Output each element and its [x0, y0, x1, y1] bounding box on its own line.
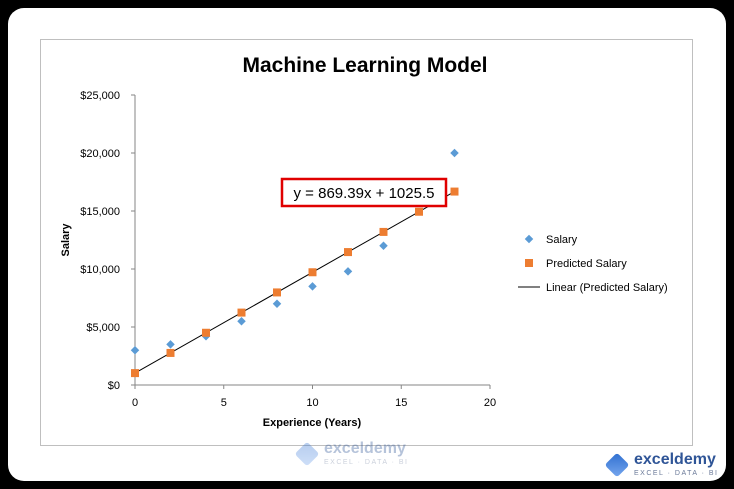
- y-tick-label: $0: [108, 380, 120, 392]
- x-axis-label: Experience (Years): [263, 417, 362, 429]
- exceldemy-logo-icon: [294, 441, 320, 466]
- legend-label-trendline: Linear (Predicted Salary): [546, 282, 668, 294]
- salary-point: [237, 316, 246, 326]
- salary-point: [272, 299, 282, 309]
- equation-text: y = 869.39x + 1025.5: [294, 185, 435, 202]
- legend-item-linear-predicted-salary: Linear (Predicted Salary): [518, 282, 668, 294]
- predicted-salary-point: [415, 207, 423, 216]
- predicted-salary-point: [308, 268, 317, 277]
- x-tick-label: 0: [132, 397, 138, 409]
- watermark-logo: exceldemy EXCEL · DATA · BI: [294, 440, 409, 466]
- exceldemy-logo-icon: [604, 452, 630, 477]
- legend-label-predicted-salary: Predicted Salary: [546, 258, 627, 270]
- predicted-salary-point: [166, 348, 175, 357]
- salary-point: [308, 282, 317, 291]
- salary-point: [130, 345, 140, 355]
- y-tick-label: $20,000: [80, 148, 120, 160]
- salary-point: [450, 148, 459, 158]
- watermark-tagline: EXCEL · DATA · BI: [324, 459, 409, 466]
- legend-item-salary: Salary: [524, 234, 578, 246]
- equation-box: [280, 177, 448, 208]
- salary-point: [166, 340, 175, 349]
- predicted-salary-point: [202, 328, 210, 337]
- legend-marker-predicted-salary: [525, 259, 533, 267]
- y-tick-label: $25,000: [80, 90, 120, 102]
- predicted-salary-point: [237, 308, 246, 317]
- x-tick-label: 15: [395, 397, 407, 409]
- chart-title: Machine Learning Model: [242, 54, 487, 77]
- salary-point: [379, 241, 388, 251]
- predicted-salary-point: [131, 369, 139, 378]
- trendline-linear-predicted-salary: [134, 191, 455, 374]
- x-tick-label: 10: [306, 397, 318, 409]
- predicted-salary-point: [379, 227, 388, 236]
- corner-logo: exceldemy EXCEL · DATA · BI: [604, 451, 719, 477]
- y-tick-label: $10,000: [80, 264, 120, 276]
- legend: Salary Predicted Salary Linear (Predicte…: [518, 234, 668, 294]
- predicted-salary-point: [273, 288, 281, 297]
- y-axis-label: Salary: [60, 223, 72, 257]
- y-tick-label: $5,000: [86, 322, 120, 334]
- watermark-name: exceldemy: [324, 440, 406, 457]
- chart-area: [40, 39, 693, 446]
- legend-marker-salary: [524, 234, 534, 244]
- equation-annotation: y = 869.39x + 1025.5: [280, 177, 448, 208]
- predicted-salary-point: [450, 187, 459, 196]
- x-tick-label: 20: [484, 397, 496, 409]
- x-tick-label: 5: [221, 397, 227, 409]
- y-tick-label: $15,000: [80, 206, 120, 218]
- legend-label-salary: Salary: [546, 234, 578, 246]
- legend-item-predicted-salary: Predicted Salary: [525, 258, 627, 270]
- salary-point: [343, 267, 353, 276]
- predicted-salary-point: [344, 248, 352, 257]
- corner-brand-name: exceldemy: [634, 451, 716, 468]
- corner-brand-tagline: EXCEL · DATA · BI: [634, 470, 719, 477]
